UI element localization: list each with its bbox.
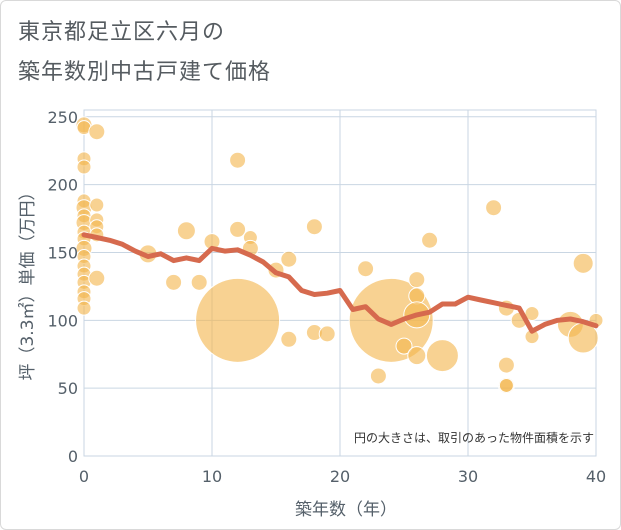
y-tick-label: 150	[47, 243, 78, 262]
chart-title-line2: 築年数別中古戸建て価格	[18, 60, 272, 85]
x-tick-label: 0	[79, 467, 89, 486]
bubble	[176, 221, 196, 241]
x-tick-label: 10	[202, 467, 222, 486]
bubble	[76, 159, 92, 175]
bubble	[305, 218, 323, 236]
y-tick-label: 250	[47, 108, 78, 127]
bubble	[280, 250, 298, 268]
bubble	[485, 199, 503, 217]
y-tick-labels: 0 50 100 150 200 250	[47, 108, 78, 466]
bubble	[165, 273, 183, 291]
bubble	[369, 367, 387, 385]
bubble	[76, 300, 92, 316]
bubble	[88, 123, 106, 141]
bubble	[89, 197, 105, 213]
x-tick-label: 20	[330, 467, 350, 486]
bubble-size-note: 円の大きさは、取引のあった物件面積を示す	[354, 430, 594, 445]
y-tick-label: 200	[47, 176, 78, 195]
bubble	[425, 339, 459, 373]
bubble	[498, 377, 514, 393]
bubble	[408, 271, 426, 289]
y-tick-label: 50	[58, 379, 78, 398]
bubble	[229, 220, 247, 238]
trend-line	[81, 232, 599, 334]
bubble	[395, 337, 413, 355]
y-tick-label: 0	[68, 447, 78, 466]
bubble	[229, 151, 247, 169]
bubble	[407, 346, 427, 366]
bubble	[280, 330, 298, 348]
x-axis-label: 築年数（年）	[295, 500, 397, 520]
chart-title-line1: 東京都足立区六月の	[18, 20, 226, 45]
bubble	[88, 269, 106, 287]
bubble	[190, 273, 208, 291]
bubble	[497, 356, 515, 374]
bubble	[195, 277, 281, 363]
x-tick-label: 40	[586, 467, 606, 486]
bubble	[357, 260, 375, 278]
x-tick-label: 30	[458, 467, 478, 486]
bubble	[572, 252, 594, 274]
bubble	[318, 325, 336, 343]
bubble	[421, 231, 439, 249]
x-tick-labels: 0 10 20 30 40	[79, 467, 606, 486]
grid-lines	[83, 109, 597, 457]
y-axis-label: 坪（3.3㎡）単価（万円）	[18, 183, 38, 380]
y-tick-label: 100	[47, 311, 78, 330]
